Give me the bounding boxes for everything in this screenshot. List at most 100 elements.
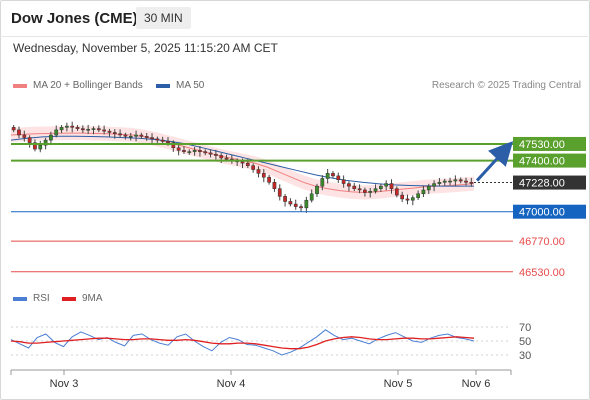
candle-body (198, 150, 202, 152)
candle-body (187, 151, 192, 153)
level-tag-current (513, 175, 586, 190)
time-tick-label: Nov 5 (384, 378, 413, 390)
candle-body (416, 193, 420, 198)
candle-body (22, 134, 27, 138)
candle-body (219, 155, 224, 159)
interval-selector[interactable]: 30 MIN (136, 7, 191, 29)
candle-body (208, 152, 213, 155)
candle-body (59, 127, 64, 131)
candle-body (75, 127, 80, 129)
level-tag-resistance (513, 153, 586, 168)
ma50-line (10, 135, 474, 187)
candle-body (33, 142, 37, 150)
legend-ma50-label: MA 50 (176, 80, 205, 91)
candle-body (421, 189, 426, 195)
candle-body (426, 185, 431, 191)
ma50-swatch (156, 83, 170, 88)
candle-body (357, 188, 362, 191)
candle-body (315, 185, 319, 195)
candle-body (166, 141, 170, 143)
candle-body (389, 183, 394, 189)
rsi-line (10, 329, 475, 356)
research-credit: Research © 2025 Trading Central (431, 80, 581, 91)
candle-body (267, 176, 271, 183)
legend-ma50: MA 50 (156, 80, 204, 91)
candle-body (182, 150, 186, 152)
rsi9-line (10, 336, 475, 350)
candle-body (65, 125, 69, 128)
candle-body (70, 125, 75, 128)
candle-body (384, 183, 389, 187)
legend-rsi9: 9MA (62, 293, 103, 304)
level-label-pivot: 47000.00 (519, 207, 565, 219)
legend-rsi-label: RSI (33, 293, 50, 304)
forecast-arrow (475, 141, 514, 182)
candle-body (107, 130, 112, 133)
ma20-swatch (13, 83, 27, 88)
candle-body (469, 182, 474, 184)
level-label-current: 47228.00 (519, 178, 565, 190)
candle-body (363, 189, 367, 193)
candle-body (453, 179, 458, 182)
candle-body (11, 127, 16, 131)
candle-body (320, 178, 325, 187)
candle-body (464, 180, 468, 183)
time-tick-label: Nov 6 (462, 378, 491, 390)
candle-body (394, 188, 399, 196)
rsi-tick-label: 50 (519, 336, 531, 348)
instrument-title: Dow Jones (CME) (11, 10, 138, 27)
rsi-tick-label: 70 (519, 322, 531, 334)
legend-rsi9-label: 9MA (82, 293, 103, 304)
level-label-resistance: 47400.00 (519, 156, 565, 168)
candle-body (118, 133, 122, 136)
candle-body (80, 128, 85, 131)
candle-body (54, 129, 59, 136)
candle-body (96, 128, 101, 131)
time-tick-label: Nov 3 (50, 378, 79, 390)
chart-timestamp: Wednesday, November 5, 2025 11:15:20 AM … (13, 41, 278, 55)
candle-body (123, 134, 128, 137)
candle-body (283, 196, 287, 202)
candle-body (150, 137, 154, 140)
candle-body (341, 179, 346, 184)
candle-body (203, 151, 208, 154)
candle-body (293, 203, 298, 207)
candle-body (128, 136, 133, 138)
level-tag-pivot (513, 204, 586, 219)
candle-body (139, 134, 144, 137)
candle-body (245, 162, 250, 166)
chart-header: Dow Jones (CME) 30 MIN (0, 0, 588, 37)
candle-body (192, 150, 197, 152)
candle-body (134, 134, 138, 137)
candle-body (17, 129, 21, 136)
candle-body (240, 161, 245, 164)
candle-body (224, 157, 229, 160)
candle-body (400, 194, 405, 200)
candle-body (437, 182, 442, 184)
candle-body (379, 185, 383, 189)
candle-body (458, 179, 463, 182)
candle-body (38, 144, 43, 150)
candle-body (272, 182, 277, 189)
level-tag-resistance (513, 136, 586, 151)
candle-body (43, 139, 48, 146)
candle-body (288, 201, 293, 205)
candle-body (155, 138, 160, 141)
candle-body (442, 180, 447, 183)
candle-body (176, 147, 181, 151)
time-tick-label: Nov 4 (217, 378, 246, 390)
rsi-swatch (13, 296, 27, 301)
legend-ma20: MA 20 + Bollinger Bands (13, 80, 143, 91)
rsi9-swatch (62, 296, 76, 301)
level-label-support: 46530.00 (519, 267, 565, 279)
candle-body (27, 137, 32, 143)
level-label-resistance: 47530.00 (519, 139, 565, 151)
candle-body (144, 136, 149, 138)
candle-body (352, 185, 357, 189)
candle-body (214, 153, 218, 156)
candle-body (86, 129, 91, 131)
candle-body (347, 183, 351, 187)
candle-body (325, 173, 330, 179)
candle-body (309, 193, 314, 201)
legend-ma20-label: MA 20 + Bollinger Bands (33, 80, 143, 91)
